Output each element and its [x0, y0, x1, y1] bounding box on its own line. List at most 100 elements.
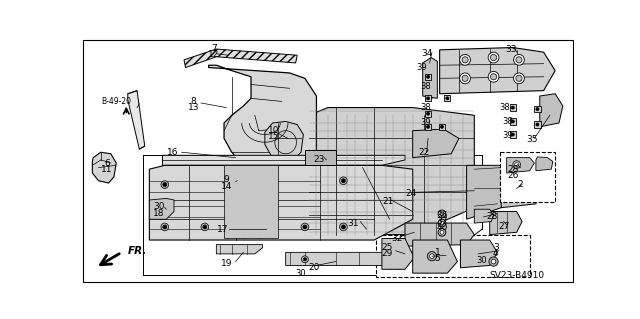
Text: 38: 38 — [420, 103, 431, 112]
Text: 26: 26 — [507, 171, 518, 180]
Text: 10: 10 — [268, 126, 280, 135]
Text: 9: 9 — [223, 175, 229, 184]
Circle shape — [438, 219, 446, 227]
Polygon shape — [501, 165, 542, 208]
Circle shape — [426, 112, 429, 115]
Circle shape — [340, 223, 348, 231]
Circle shape — [340, 177, 348, 185]
Text: SV23-B4910: SV23-B4910 — [489, 271, 544, 280]
Circle shape — [462, 57, 468, 63]
Bar — [425, 74, 431, 80]
Polygon shape — [382, 239, 414, 269]
Circle shape — [516, 57, 522, 63]
Text: 40: 40 — [436, 223, 447, 232]
Text: 7: 7 — [211, 44, 217, 53]
Circle shape — [438, 228, 446, 236]
Text: 5: 5 — [435, 254, 440, 263]
Bar — [425, 124, 431, 130]
Text: 34: 34 — [421, 49, 432, 58]
Text: 37: 37 — [436, 217, 448, 226]
Text: B-49-20: B-49-20 — [101, 97, 131, 106]
Circle shape — [440, 221, 444, 225]
Polygon shape — [440, 48, 555, 94]
Circle shape — [440, 230, 444, 234]
Bar — [444, 95, 451, 101]
Circle shape — [426, 125, 429, 128]
Polygon shape — [413, 240, 458, 273]
Text: 2: 2 — [518, 180, 524, 189]
Polygon shape — [92, 152, 116, 183]
Text: 19: 19 — [221, 259, 232, 268]
Text: 11: 11 — [101, 165, 113, 174]
Polygon shape — [507, 158, 534, 173]
Text: 39: 39 — [420, 118, 431, 128]
Text: 21: 21 — [382, 197, 394, 206]
Polygon shape — [467, 165, 509, 219]
Circle shape — [513, 161, 520, 168]
Polygon shape — [184, 49, 297, 68]
Bar — [425, 111, 431, 117]
Text: 3: 3 — [493, 243, 499, 252]
Polygon shape — [413, 129, 459, 158]
Polygon shape — [224, 165, 278, 239]
Circle shape — [490, 74, 497, 80]
Polygon shape — [230, 165, 257, 196]
Circle shape — [513, 55, 524, 65]
Text: 27: 27 — [498, 222, 509, 231]
Text: 39: 39 — [502, 131, 513, 140]
Polygon shape — [540, 94, 563, 127]
Circle shape — [161, 181, 168, 189]
Circle shape — [536, 108, 539, 111]
Text: 30: 30 — [153, 202, 164, 211]
Text: 12: 12 — [209, 50, 220, 59]
Polygon shape — [149, 198, 174, 219]
Circle shape — [428, 252, 436, 261]
Polygon shape — [422, 57, 437, 98]
Circle shape — [489, 257, 498, 266]
Text: 8: 8 — [190, 97, 196, 106]
Circle shape — [460, 73, 470, 84]
Polygon shape — [265, 122, 303, 161]
Bar — [509, 105, 516, 111]
Circle shape — [426, 75, 429, 78]
Text: 38: 38 — [502, 117, 513, 126]
Text: 30: 30 — [477, 256, 487, 264]
Circle shape — [342, 179, 346, 183]
Bar — [500, 152, 555, 202]
Text: 28: 28 — [486, 212, 498, 221]
Polygon shape — [285, 252, 394, 265]
Text: 6: 6 — [104, 159, 110, 167]
Circle shape — [201, 223, 209, 231]
Text: 38: 38 — [420, 82, 431, 91]
Bar — [509, 131, 516, 137]
Bar — [376, 235, 530, 277]
Circle shape — [490, 55, 497, 61]
Circle shape — [488, 71, 499, 82]
Text: 4: 4 — [493, 249, 499, 258]
Circle shape — [438, 210, 446, 218]
Circle shape — [303, 258, 307, 261]
Text: 39: 39 — [417, 63, 428, 72]
Text: 20: 20 — [308, 263, 320, 272]
Bar — [534, 122, 541, 128]
Polygon shape — [149, 165, 413, 240]
Text: 32: 32 — [392, 234, 403, 243]
Text: FR.: FR. — [128, 246, 147, 256]
Circle shape — [163, 225, 166, 229]
Text: 14: 14 — [221, 182, 232, 191]
Polygon shape — [474, 209, 493, 223]
Text: 13: 13 — [188, 103, 199, 112]
Circle shape — [161, 223, 168, 231]
Polygon shape — [128, 91, 145, 149]
Text: 28: 28 — [507, 165, 518, 174]
Text: 35: 35 — [526, 136, 538, 145]
Circle shape — [511, 106, 515, 109]
Circle shape — [492, 259, 496, 264]
Polygon shape — [405, 223, 474, 246]
Circle shape — [440, 125, 444, 128]
Polygon shape — [308, 108, 474, 235]
Circle shape — [429, 254, 435, 258]
Text: 36: 36 — [436, 211, 448, 220]
Text: 15: 15 — [268, 132, 280, 141]
Circle shape — [515, 163, 518, 167]
